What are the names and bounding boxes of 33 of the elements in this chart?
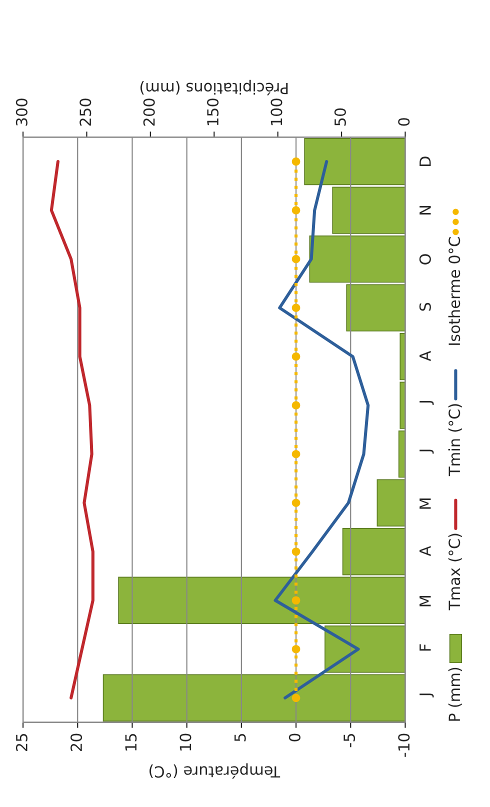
y-tick-label: S: [419, 302, 431, 311]
x2-axis-title: Précipitations (mm): [140, 80, 288, 96]
legend-label: P (mm): [448, 668, 462, 721]
y-tick-label: J: [420, 450, 434, 454]
y-tick-label: F: [420, 644, 431, 651]
legend-label: Tmax (°C): [448, 534, 462, 610]
x-tick-label: -5: [344, 734, 356, 748]
y-tick-label: D: [420, 156, 431, 166]
x-tick-label: 15: [125, 734, 137, 750]
x-tick-label: -10: [398, 734, 410, 757]
x2-tick-label: 150: [207, 98, 219, 126]
x2-tick-label: 100: [270, 98, 282, 126]
x2-tick-label: 0: [398, 118, 410, 126]
x-tick-label: 20: [70, 734, 82, 752]
x2-tick-label: 50: [334, 108, 346, 126]
y-tick-label: O: [419, 254, 431, 264]
y-tick-label: N: [420, 206, 431, 214]
legend-label: Isotherme 0°C: [448, 237, 460, 345]
y-tick-label: M: [420, 498, 431, 509]
x-tick-label: 5: [234, 734, 246, 742]
x-tick-label: 0: [288, 734, 300, 742]
y-tick-label: A: [420, 546, 431, 556]
x-axis-title: Température (°C): [150, 763, 280, 779]
x2-tick-label: 300: [16, 98, 28, 126]
y-tick-label: J: [420, 694, 434, 698]
legend-label: Tmin (°C): [448, 404, 462, 476]
y-tick-label: A: [420, 350, 431, 362]
y-tick-label: J: [420, 401, 434, 405]
x2-tick-label: 200: [143, 98, 155, 126]
x2-tick-label: 250: [80, 98, 92, 126]
y-tick-label: M: [420, 596, 431, 606]
x-tick-label: 25: [16, 734, 28, 752]
x-tick-label: 10: [180, 734, 192, 750]
